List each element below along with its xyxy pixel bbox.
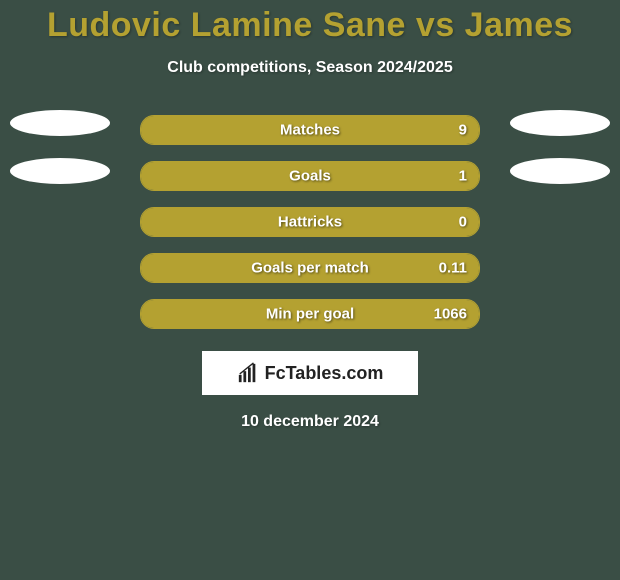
stat-label: Min per goal <box>266 306 354 323</box>
stat-value: 9 <box>459 122 467 139</box>
date-text: 10 december 2024 <box>0 413 620 431</box>
stat-bar: Matches 9 <box>140 115 480 145</box>
stat-row: Min per goal 1066 <box>10 291 610 337</box>
logo-text: FcTables.com <box>265 363 384 384</box>
subtitle: Club competitions, Season 2024/2025 <box>0 59 620 77</box>
stat-bar: Goals 1 <box>140 161 480 191</box>
stat-bar: Hattricks 0 <box>140 207 480 237</box>
stat-bar: Min per goal 1066 <box>140 299 480 329</box>
stat-label: Matches <box>280 122 340 139</box>
stat-row: Goals 1 <box>10 153 610 199</box>
stat-value: 1066 <box>434 306 467 323</box>
stats-area: Matches 9 Goals 1 Hattricks 0 Goals per match 0… <box>0 107 620 337</box>
stat-value: 0.11 <box>439 260 467 277</box>
stat-label: Goals <box>289 168 331 185</box>
chart-icon <box>237 362 259 384</box>
stat-value: 1 <box>459 168 467 185</box>
stat-value: 0 <box>459 214 467 231</box>
stat-row: Goals per match 0.11 <box>10 245 610 291</box>
stat-bar: Goals per match 0.11 <box>140 253 480 283</box>
stat-row: Hattricks 0 <box>10 199 610 245</box>
stat-row: Matches 9 <box>10 107 610 153</box>
logo-box: FcTables.com <box>202 351 418 395</box>
stat-label: Goals per match <box>251 260 369 277</box>
page-title: Ludovic Lamine Sane vs James <box>0 0 620 45</box>
stat-label: Hattricks <box>278 214 342 231</box>
